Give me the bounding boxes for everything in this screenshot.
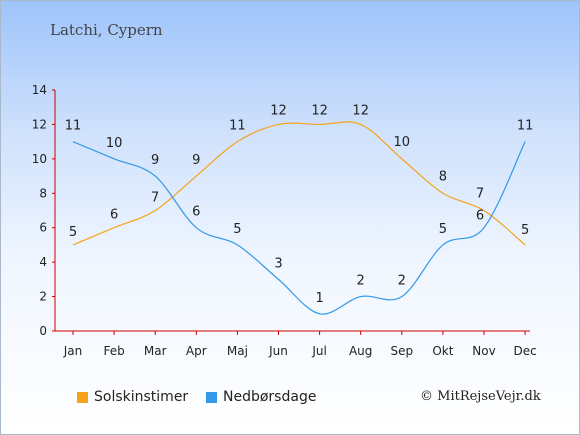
data-label-sunshine: 8	[439, 169, 447, 184]
series-line-sunshine	[72, 121, 526, 246]
data-label-sunshine: 5	[521, 223, 529, 238]
legend-item-rain-days: Nedbørsdage	[206, 389, 316, 405]
y-tick-label: 14	[32, 83, 47, 97]
y-tick-label: 12	[32, 117, 47, 131]
x-tick-label: Maj	[227, 344, 248, 358]
data-label-rain-days: 2	[357, 274, 365, 289]
data-label-rain-days: 10	[106, 136, 123, 151]
y-tick-label: 0	[39, 324, 47, 338]
data-label-sunshine: 7	[476, 187, 484, 202]
data-label-rain-days: 11	[65, 119, 82, 134]
y-tick-label: 8	[39, 186, 47, 200]
x-tick-label: Jul	[311, 344, 326, 358]
legend-swatch-sunshine	[77, 391, 88, 403]
data-label-sunshine: 12	[270, 103, 287, 118]
x-tick-label: Apr	[186, 344, 207, 358]
data-label-sunshine: 7	[151, 191, 159, 206]
data-label-rain-days: 5	[439, 222, 447, 237]
x-tick-label: Dec	[513, 344, 536, 358]
x-tick-label: Feb	[103, 344, 124, 358]
data-label-rain-days: 9	[151, 153, 159, 168]
data-label-rain-days: 6	[192, 205, 200, 220]
data-label-sunshine: 9	[192, 153, 200, 168]
data-label-rain-days: 1	[315, 291, 323, 306]
data-label-sunshine: 12	[311, 103, 328, 118]
data-label-rain-days: 5	[233, 222, 241, 237]
x-tick-label: Sep	[390, 344, 413, 358]
data-label-rain-days: 2	[398, 274, 406, 289]
legend-item-sunshine: Solskinstimer	[77, 389, 188, 405]
y-tick-label: 6	[39, 221, 47, 235]
data-label-sunshine: 10	[394, 135, 411, 150]
series-line-rain-days	[72, 141, 526, 315]
y-tick-label: 4	[39, 255, 47, 269]
data-label-sunshine: 12	[352, 103, 369, 118]
data-label-rain-days: 3	[274, 256, 282, 271]
data-label-sunshine: 11	[229, 119, 246, 134]
x-tick-label: Jan	[63, 344, 83, 358]
x-tick-label: Aug	[349, 344, 372, 358]
copyright: © MitRejseVejr.dk	[420, 389, 541, 404]
data-label-rain-days: 6	[476, 209, 484, 224]
x-tick-label: Nov	[472, 344, 495, 358]
y-tick-label: 2	[39, 290, 47, 304]
x-tick-label: Okt	[432, 344, 453, 358]
data-label-sunshine: 5	[69, 225, 77, 240]
legend-swatch-rain-days	[206, 391, 217, 403]
x-tick-label: Jun	[268, 344, 288, 358]
data-label-rain-days: 11	[517, 119, 534, 134]
data-label-sunshine: 6	[110, 208, 118, 223]
y-tick-label: 10	[32, 152, 47, 166]
chart-title: Latchi, Cypern	[50, 21, 163, 39]
legend-label-sunshine: Solskinstimer	[94, 389, 189, 405]
x-tick-label: Mar	[144, 344, 167, 358]
legend-label-rain-days: Nedbørsdage	[223, 389, 317, 405]
